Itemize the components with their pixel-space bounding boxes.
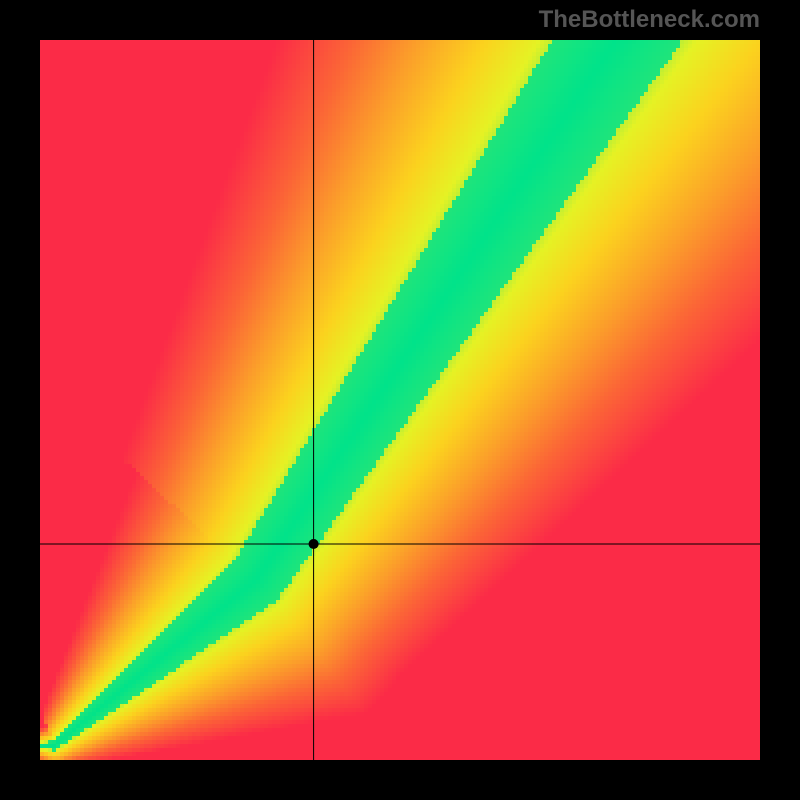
attribution-label: TheBottleneck.com xyxy=(539,6,760,34)
bottleneck-heatmap xyxy=(0,0,800,800)
